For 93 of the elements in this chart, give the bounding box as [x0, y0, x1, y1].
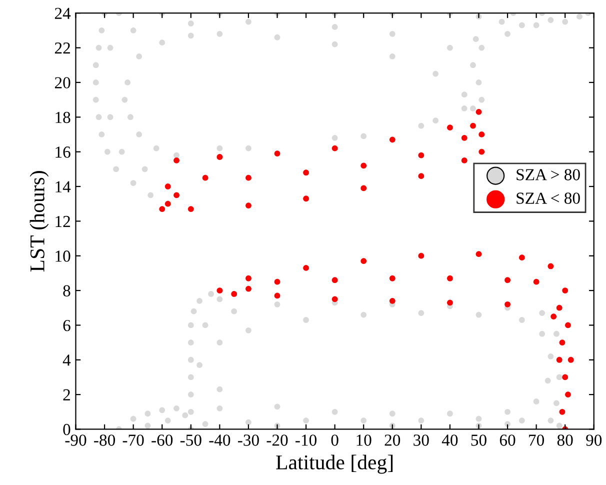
point	[565, 392, 571, 398]
y-tick-label: 12	[56, 216, 70, 227]
point	[174, 192, 180, 198]
point	[461, 134, 468, 141]
point	[246, 202, 252, 208]
x-tick-label: -20	[266, 434, 288, 446]
x-tick-label: -70	[122, 434, 144, 446]
legend-label: SZA < 80	[516, 192, 580, 204]
point	[476, 108, 482, 115]
y-tick-label: 10	[56, 250, 70, 262]
x-tick-label: -40	[209, 434, 230, 446]
point	[303, 170, 309, 176]
y-tick-label: 20	[54, 77, 70, 88]
point	[164, 184, 171, 190]
point	[562, 288, 568, 294]
point	[559, 340, 566, 346]
point	[216, 288, 223, 294]
point	[518, 254, 525, 261]
point	[274, 150, 280, 156]
point	[418, 252, 424, 259]
point	[164, 200, 171, 207]
point	[478, 132, 485, 138]
point	[389, 136, 396, 143]
point	[461, 158, 468, 164]
point	[332, 296, 338, 302]
x-tick-label: 30	[414, 434, 429, 446]
x-tick-label: -50	[180, 434, 202, 446]
point	[562, 374, 568, 380]
x-tick-label: 10	[356, 434, 372, 446]
x-tick-label: -90	[65, 434, 86, 446]
point	[332, 145, 338, 152]
y-tick-label: 8	[63, 285, 70, 296]
point	[303, 265, 309, 271]
point	[246, 275, 252, 282]
point	[303, 196, 309, 202]
point	[231, 291, 238, 297]
point	[556, 304, 562, 311]
point	[389, 298, 396, 304]
point	[565, 322, 571, 328]
point	[418, 152, 424, 158]
x-tick-label: 80	[557, 434, 573, 446]
legend-label: SZA > 80	[516, 169, 580, 180]
x-axis-title: Latitude [deg]	[276, 454, 393, 474]
point	[447, 275, 453, 282]
point	[360, 258, 367, 264]
point	[476, 251, 482, 258]
point	[389, 275, 396, 282]
x-tick-label: 60	[500, 434, 516, 446]
y-tick-label: 16	[56, 146, 70, 158]
point	[174, 158, 180, 164]
x-tick-label: 0	[331, 434, 338, 446]
point	[216, 154, 223, 160]
point	[246, 174, 252, 181]
y-tick-label: 6	[63, 320, 70, 332]
y-tick-label: 14	[56, 181, 71, 192]
x-tick-label: -10	[296, 434, 317, 446]
x-tick-label: 40	[442, 434, 458, 446]
point	[568, 356, 574, 363]
point	[559, 408, 566, 415]
x-tick-label: -30	[238, 434, 259, 446]
point	[447, 124, 453, 130]
point	[246, 286, 252, 292]
y-tick-label: 4	[62, 354, 71, 366]
x-tick-label: 70	[529, 434, 544, 446]
y-tick-label: 18	[56, 112, 70, 124]
y-tick-label: 24	[54, 8, 71, 19]
point	[274, 278, 280, 285]
point	[548, 263, 554, 270]
point	[360, 162, 367, 169]
point	[447, 300, 453, 306]
y-tick-label: 0	[63, 424, 70, 436]
x-tick-label: 50	[471, 434, 486, 446]
x-tick-label: -80	[94, 434, 116, 446]
point	[360, 185, 367, 192]
point	[332, 277, 338, 284]
point	[470, 122, 476, 129]
point	[418, 173, 424, 180]
point	[504, 277, 510, 284]
y-tick-label: 2	[63, 389, 70, 400]
point	[188, 206, 194, 212]
point	[274, 292, 280, 299]
point	[556, 356, 562, 363]
x-tick-label: -60	[152, 434, 173, 446]
x-tick-label: 90	[586, 434, 602, 446]
y-axis-title: LST (hours)	[30, 171, 49, 272]
y-tick-label: 22	[54, 42, 70, 54]
point	[504, 301, 510, 308]
point	[550, 314, 557, 320]
point	[202, 174, 208, 181]
point	[159, 206, 166, 212]
point	[533, 278, 540, 285]
x-tick-label: 20	[384, 434, 400, 446]
point	[478, 148, 485, 155]
